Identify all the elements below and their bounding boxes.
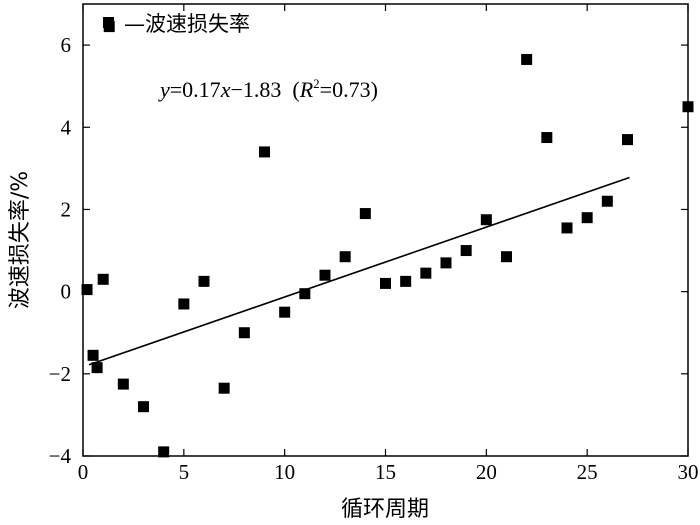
data-point — [682, 101, 694, 113]
legend: —波速损失率 — [103, 12, 250, 36]
data-point — [81, 284, 93, 296]
eq-body: =0.17 — [170, 77, 221, 102]
data-point — [117, 378, 129, 390]
y-tick-label: −4 — [49, 444, 72, 468]
y-axis-ticks: −4 −2 0 2 4 6 — [49, 33, 688, 468]
y-tick-label: 4 — [61, 115, 72, 139]
eq-open: ( — [281, 77, 299, 102]
data-point — [359, 208, 371, 220]
eq-minus: −1.83 — [230, 77, 281, 102]
data-point — [138, 401, 149, 413]
data-point — [561, 222, 573, 234]
data-point — [400, 275, 412, 287]
x-tick-label: 10 — [274, 460, 295, 484]
x-tick-label: 5 — [179, 460, 190, 484]
data-point — [91, 362, 103, 374]
data-point — [198, 275, 210, 287]
y-tick-label: 6 — [61, 33, 72, 57]
eq-r-var: R — [299, 77, 314, 102]
data-point — [238, 327, 250, 339]
y-tick-label: 0 — [61, 280, 72, 304]
data-point — [87, 349, 99, 361]
data-point — [601, 195, 613, 207]
data-point — [178, 298, 190, 310]
eq-close: =0.73) — [320, 77, 378, 102]
legend-marker — [103, 17, 114, 28]
data-point — [420, 267, 432, 279]
plot-border — [82, 3, 689, 457]
regression-fit-line — [88, 176, 630, 366]
data-point — [501, 251, 512, 263]
data-point — [158, 446, 170, 458]
eq-x-var: x — [220, 77, 231, 102]
x-tick-label: 0 — [78, 460, 89, 484]
data-point — [97, 273, 109, 285]
data-point — [319, 269, 331, 281]
data-point — [541, 132, 553, 144]
x-tick-label: 15 — [375, 460, 396, 484]
regression-equation: y=0.17x−1.83 (R2=0.73) — [158, 76, 378, 102]
data-point — [440, 257, 452, 269]
y-axis-label: 波速损失率/% — [8, 171, 33, 309]
data-point — [259, 146, 270, 158]
plot-frame — [82, 3, 689, 457]
y-tick-label: 2 — [61, 197, 72, 221]
x-tick-label: 25 — [577, 460, 598, 484]
eq-y-var: y — [158, 77, 170, 102]
data-point — [521, 53, 533, 65]
data-point — [218, 382, 230, 394]
data-point — [299, 288, 311, 300]
data-point — [380, 277, 391, 289]
x-axis-label: 循环周期 — [341, 497, 429, 522]
data-point — [480, 214, 492, 226]
data-point — [339, 251, 351, 263]
x-axis-ticks: 0 5 10 15 20 25 30 — [78, 4, 699, 484]
x-tick-label: 20 — [476, 460, 497, 484]
y-tick-label: −2 — [49, 362, 71, 386]
fit-line-layer — [88, 176, 630, 366]
x-tick-label: 30 — [678, 460, 699, 484]
data-point — [460, 245, 472, 257]
data-point — [581, 212, 593, 224]
legend-label: —波速损失率 — [124, 12, 250, 36]
data-point — [622, 134, 633, 146]
data-point — [279, 306, 291, 318]
eq-sup: 2 — [313, 76, 320, 91]
